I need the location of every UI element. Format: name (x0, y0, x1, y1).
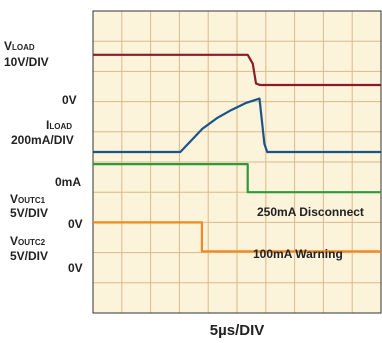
trace-v-outc2 (93, 221, 381, 253)
channel-2-name: ILOAD (46, 118, 72, 132)
plot-frame (92, 10, 382, 314)
channel-1-zero: 0V (62, 93, 77, 107)
annotation-disconnect: 250mA Disconnect (257, 205, 364, 219)
trace-v-load (93, 53, 381, 87)
x-axis-label: 5µs/DIV (210, 322, 265, 339)
channel-3-scale: 5V/DIV (10, 206, 48, 220)
trace-i-load (93, 97, 381, 154)
channel-3-name: VOUTC1 (10, 192, 46, 206)
traces (93, 53, 381, 253)
grid (93, 11, 381, 313)
channel-4-scale: 5V/DIV (10, 249, 48, 263)
trace-v-outc1 (93, 163, 381, 194)
channel-1-scale: 10V/DIV (4, 55, 49, 69)
annotation-warning: 100mA Warning (253, 247, 343, 261)
channel-1-name: VLOAD (4, 39, 35, 53)
channel-4-zero: 0V (68, 261, 83, 275)
channel-2-zero: 0mA (55, 175, 81, 189)
channel-2-scale: 200mA/DIV (11, 133, 74, 147)
channel-4-name: VOUTC2 (10, 234, 46, 248)
channel-3-zero: 0V (68, 217, 83, 231)
